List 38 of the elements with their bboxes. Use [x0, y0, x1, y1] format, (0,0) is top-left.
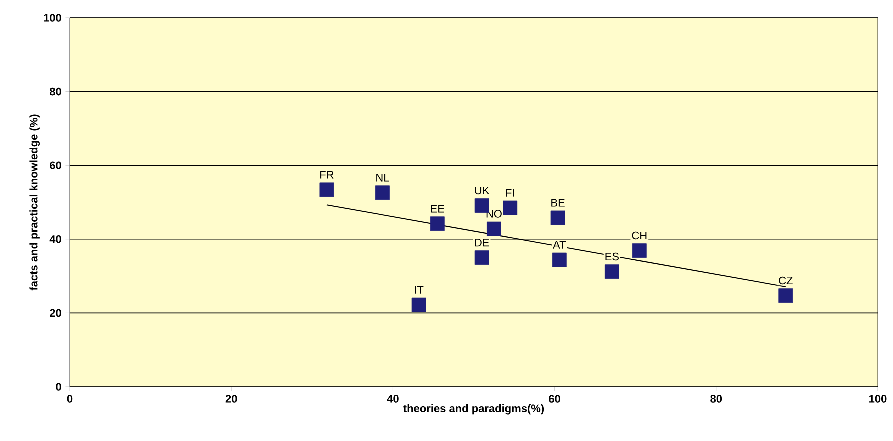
point — [430, 216, 445, 232]
annotation: NL — [376, 174, 390, 182]
x-tick-label: 80 — [710, 395, 722, 403]
y-tick-label: 20 — [50, 309, 62, 318]
point — [320, 182, 334, 198]
annotation: DE — [475, 239, 490, 247]
point — [376, 186, 390, 200]
x-tick-label: 60 — [549, 395, 560, 403]
annotation: EE — [431, 205, 444, 213]
annotation: CZ — [779, 276, 793, 285]
point — [632, 244, 647, 258]
y-tick-label: 80 — [50, 88, 62, 96]
annotation: CH — [632, 232, 647, 240]
point — [487, 222, 502, 236]
point — [604, 264, 620, 280]
point — [412, 298, 426, 312]
point — [550, 210, 566, 226]
y-tick-label: 0 — [56, 383, 62, 391]
annotation: AT — [553, 241, 566, 249]
annotation: IT — [415, 286, 424, 294]
y-axis-title: facts and practical knowledge (%) — [30, 114, 40, 291]
annotation: BE — [552, 199, 565, 207]
x-axis-title: theories and paradigms(%) — [404, 404, 544, 415]
annotation: FR — [320, 171, 334, 179]
point — [503, 200, 518, 216]
y-tick-label: 40 — [50, 236, 62, 244]
annotation: UK — [475, 186, 490, 195]
annotation: ES — [606, 252, 619, 261]
x-tick-label: 40 — [387, 395, 399, 403]
annotation: FI — [506, 189, 514, 197]
point — [474, 250, 490, 266]
y-tick-label: 60 — [50, 162, 62, 170]
x-tick-label: 20 — [226, 395, 238, 403]
point — [778, 288, 794, 304]
y-tick-label: 100 — [44, 14, 62, 22]
x-tick-label: 100 — [870, 395, 887, 403]
x-tick-label: 0 — [67, 395, 73, 403]
point — [552, 252, 567, 268]
